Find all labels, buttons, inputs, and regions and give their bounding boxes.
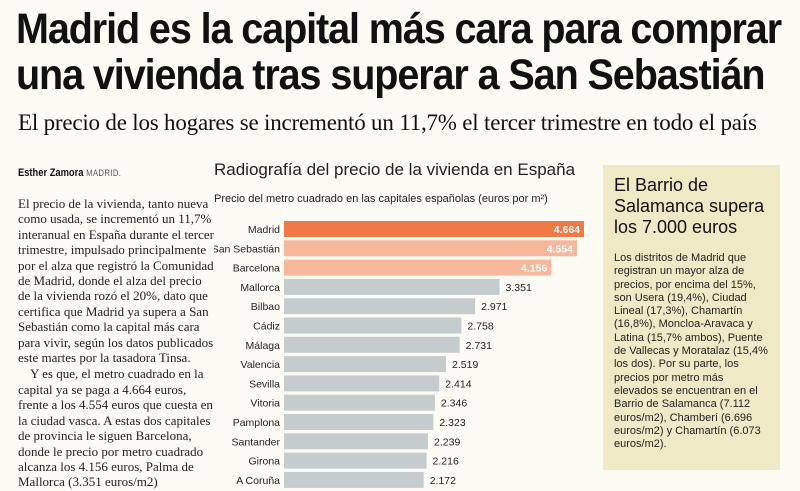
bar	[284, 414, 434, 430]
article-paragraph-2: Y es que, el metro cuadrado en la capita…	[18, 366, 213, 490]
byline: Esther Zamora MADRID.	[18, 167, 121, 179]
bar-value-label: 2.971	[481, 301, 507, 313]
bar	[284, 471, 424, 488]
bar	[284, 452, 427, 469]
bar-category-label: Vitoria	[250, 398, 280, 410]
chart-title: Radiografía del precio de la vivienda en…	[214, 160, 576, 179]
bar	[284, 278, 500, 295]
bar-category-label: Valencia	[241, 359, 281, 371]
headline-line-1: Madrid es la capital más cara para compr…	[16, 5, 782, 53]
bar-value-label: 2.323	[439, 417, 465, 429]
subtitle: El precio de los hogares se incrementó u…	[18, 110, 757, 135]
bar-value-label: 2.758	[467, 321, 493, 333]
bar-value-label: 3.351	[506, 282, 532, 294]
bar	[284, 433, 429, 450]
bar	[284, 221, 584, 237]
bar	[284, 298, 476, 315]
sidebar-title: El Barrio de Salamanca supera los 7.000 …	[614, 175, 765, 237]
bar-value-label: 4.156	[521, 263, 547, 275]
bar-category-label: Barcelona	[233, 263, 280, 275]
bar	[284, 375, 440, 392]
bar-value-label: 2.172	[430, 475, 456, 487]
bar-value-label: 2.731	[466, 340, 492, 352]
bar	[284, 240, 577, 257]
bar-value-label: 2.519	[452, 359, 478, 371]
bar-category-label: Bilbao	[251, 301, 280, 313]
bar-value-label: 4.664	[554, 224, 580, 236]
bar-category-label: Cádiz	[253, 321, 280, 333]
bar	[284, 317, 462, 334]
headline: Madrid es la capital más cara para compr…	[16, 5, 782, 99]
bar	[284, 259, 552, 276]
bar-chart: Madrid 4.664 San Sebastián 4.554 Barcelona 4.…	[214, 221, 584, 488]
sidebar-body: Los distritos de Madrid que registran un…	[614, 252, 768, 451]
bar-category-label: A Coruña	[236, 475, 280, 487]
bar	[284, 356, 447, 373]
bar-category-label: Pamplona	[233, 417, 280, 429]
byline-location: MADRID.	[86, 168, 122, 178]
article-body: El precio de la vivienda, tanto nueva co…	[18, 196, 214, 490]
bar-value-label: 2.346	[441, 398, 467, 410]
chart-subtitle: Precio del metro cuadrado en las capital…	[214, 193, 548, 205]
article-paragraph-1: El precio de la vivienda, tanto nueva co…	[18, 196, 214, 366]
bar-value-label: 4.554	[547, 243, 573, 255]
bar-value-label: 2.239	[434, 436, 460, 448]
bar-category-label: San Sebastián	[214, 243, 280, 255]
bar-category-label: Madrid	[248, 224, 280, 236]
headline-line-2: una vivienda tras superar a San Sebastiá…	[16, 51, 766, 99]
bar-category-label: Girona	[248, 456, 280, 468]
bar-category-label: Santander	[232, 436, 281, 448]
bar-category-label: Málaga	[246, 340, 281, 352]
sidebar-box: El Barrio de Salamanca supera los 7.000 …	[603, 165, 780, 470]
bar	[284, 394, 435, 411]
byline-author: Esther Zamora	[18, 167, 84, 179]
bar-value-label: 2.216	[433, 456, 459, 468]
bar-category-label: Sevilla	[249, 378, 280, 390]
bar-category-label: Mallorca	[240, 282, 280, 294]
bar	[284, 336, 460, 353]
bar-value-label: 2.414	[445, 378, 471, 390]
